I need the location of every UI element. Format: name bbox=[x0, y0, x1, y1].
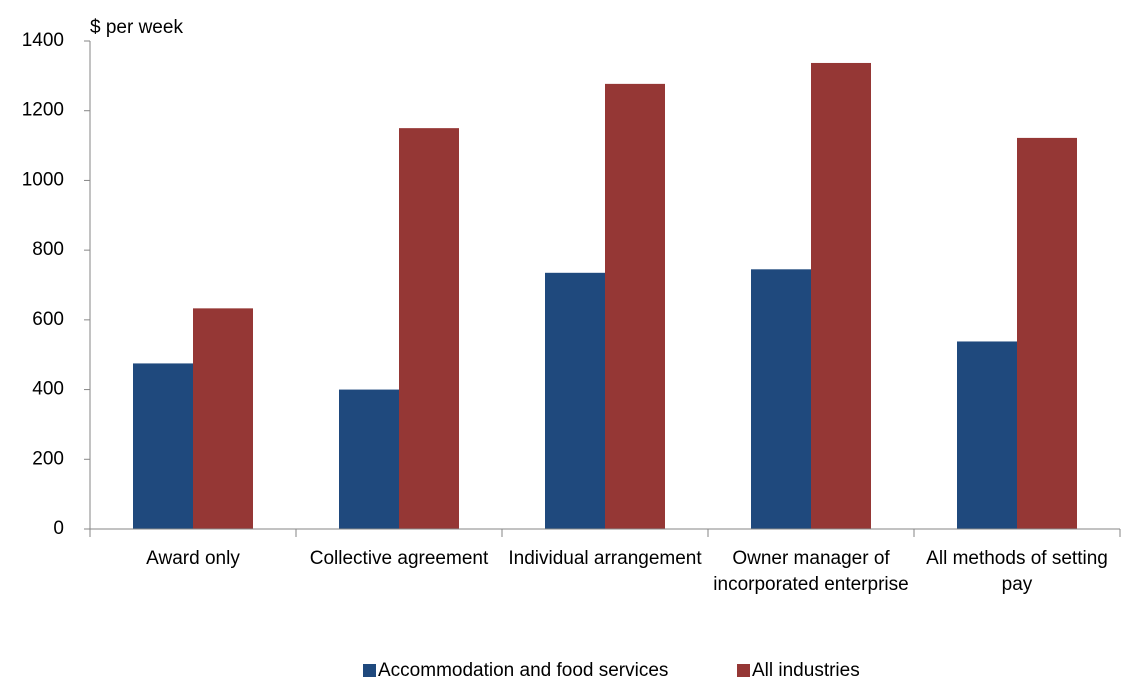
x-tick-label: Collective agreement bbox=[309, 548, 489, 569]
bar bbox=[811, 62, 871, 530]
x-tick-label: Award only bbox=[146, 548, 240, 569]
bar bbox=[133, 363, 193, 529]
legend-label: All industries bbox=[752, 660, 860, 681]
bar bbox=[545, 272, 605, 529]
y-tick-label: 400 bbox=[32, 379, 64, 400]
y-tick-label: 1000 bbox=[22, 169, 64, 190]
y-tick-label: 200 bbox=[32, 448, 64, 469]
x-tick-label: All methods of setting pay bbox=[926, 548, 1108, 595]
bar bbox=[339, 389, 399, 529]
bar bbox=[193, 308, 253, 529]
bar bbox=[957, 341, 1017, 529]
x-tick-label: Owner manager of incorporated enterprise bbox=[713, 548, 909, 595]
legend-swatch bbox=[363, 664, 376, 677]
y-tick-label: 600 bbox=[32, 309, 64, 330]
bar bbox=[1017, 137, 1077, 529]
bar bbox=[605, 83, 665, 530]
y-tick-label: 1400 bbox=[22, 30, 64, 51]
bar bbox=[751, 269, 811, 529]
y-tick-label: 800 bbox=[32, 239, 64, 260]
y-tick-label: 1200 bbox=[22, 100, 64, 121]
x-tick-label: Individual arrangement bbox=[508, 548, 702, 569]
y-tick-label: 0 bbox=[53, 518, 64, 539]
legend-swatch bbox=[737, 664, 750, 677]
legend-label: Accommodation and food services bbox=[378, 660, 668, 681]
y-axis-label: $ per week bbox=[90, 17, 183, 38]
bar bbox=[399, 128, 459, 529]
